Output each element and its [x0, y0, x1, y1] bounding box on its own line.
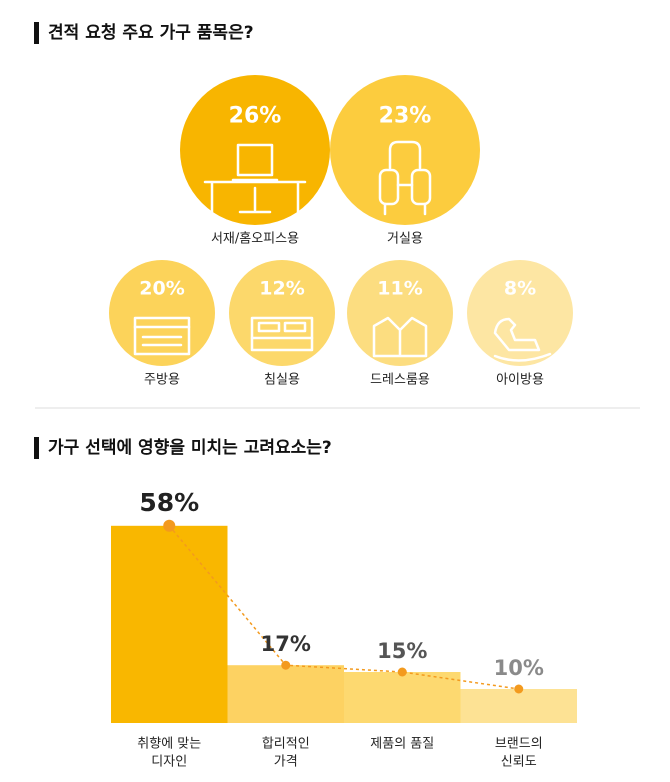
category-label: 디자인 [151, 755, 187, 770]
value-label: 10% [494, 656, 544, 680]
circle-chart: 26% 서재/홈오피스용 23% 거실용 20% 주방용 12% 침실용 11% 드레스룸용 8% 아… [109, 75, 573, 388]
value-label: 26% [229, 103, 282, 128]
category-circle [330, 75, 480, 225]
category-label: 합리적인 [262, 737, 310, 752]
point [514, 684, 524, 694]
category-label: 침실용 [264, 373, 300, 388]
horse-icon [493, 317, 552, 362]
category-label: 드레스룸용 [370, 373, 430, 388]
category-label: 제품의 품질 [370, 737, 434, 752]
bar [227, 665, 344, 723]
category-label: 거실용 [387, 232, 423, 247]
point [163, 519, 176, 532]
value-label: 11% [377, 278, 422, 300]
heading-bar [34, 22, 39, 44]
icons [133, 140, 552, 362]
category-circle [467, 260, 573, 366]
value-label: 15% [377, 639, 427, 663]
bar [344, 672, 461, 723]
bar [111, 525, 228, 723]
category-label: 브랜드의 [495, 737, 543, 752]
category-label: 주방용 [144, 373, 180, 388]
point [397, 667, 407, 677]
bar [460, 689, 577, 723]
value-label: 12% [259, 278, 304, 300]
desk-icon [203, 143, 307, 214]
category-label: 취향에 맞는 [137, 737, 201, 752]
value-label: 23% [379, 103, 432, 128]
value-label: 58% [139, 488, 199, 517]
value-label: 17% [261, 632, 311, 656]
point [281, 660, 291, 670]
category-label: 가격 [274, 755, 298, 770]
jacket-icon [372, 316, 428, 358]
oven-icon [133, 316, 191, 356]
category-label: 아이방용 [496, 373, 544, 388]
sofa-icon [378, 140, 432, 216]
value-label: 20% [139, 278, 184, 300]
trend-line [168, 525, 519, 690]
heading-bar [34, 437, 39, 459]
heading: 견적 요청 주요 가구 품목은? [48, 22, 254, 43]
category-label: 서재/홈오피스용 [211, 232, 299, 247]
value-label: 8% [504, 278, 536, 300]
category-label: 신뢰도 [501, 755, 537, 770]
category-circle [180, 75, 330, 225]
category-circle [109, 260, 215, 366]
category-circle [229, 260, 335, 366]
bed-icon [250, 316, 314, 352]
heading: 가구 선택에 영향을 미치는 고려요소는? [48, 437, 332, 458]
